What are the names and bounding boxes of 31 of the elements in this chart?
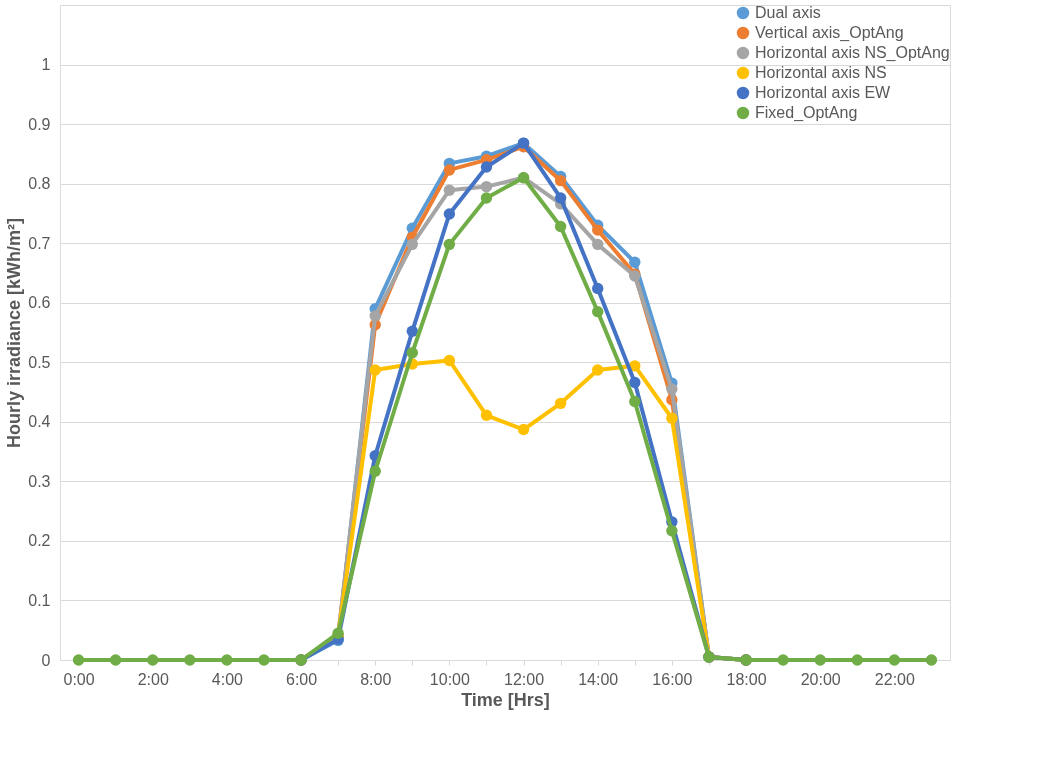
y-tick-label: 1 <box>41 56 51 74</box>
y-tick-label: 0.3 <box>28 472 51 490</box>
y-tick-label: 0.4 <box>28 413 51 431</box>
x-tick-label: 20:00 <box>800 670 841 688</box>
y-tick-label: 0.1 <box>28 591 51 609</box>
x-tick-label: 22:00 <box>874 670 915 688</box>
y-tick-label: 0.8 <box>28 175 51 193</box>
y-tick-label: 0.6 <box>28 294 51 312</box>
legend-label: Dual axis <box>755 4 821 21</box>
x-tick-label: 12:00 <box>504 670 545 688</box>
y-tick-label: 0.2 <box>28 532 51 550</box>
x-tick-label: 10:00 <box>429 670 470 688</box>
x-tick-label: 8:00 <box>360 670 392 688</box>
x-tick-label: 4:00 <box>211 670 244 688</box>
x-tick-label: 6:00 <box>285 670 318 688</box>
x-tick-label: 18:00 <box>726 670 767 688</box>
y-tick-label: 0.9 <box>28 115 51 133</box>
x-tick-label: 0:00 <box>63 670 95 688</box>
x-tick-label: 2:00 <box>137 670 169 688</box>
y-axis-title: Hourly irradiance [kWh/m²] <box>4 217 25 449</box>
legend-label: Horizontal axis NS_OptAng <box>755 44 950 62</box>
legend-label: Horizontal axis EW <box>755 84 892 101</box>
legend-label: Horizontal axis NS <box>755 64 887 81</box>
legend-label: Vertical axis_OptAng <box>755 24 904 42</box>
x-tick-label: 14:00 <box>578 670 619 688</box>
x-axis-title: Time [Hrs] <box>461 689 550 710</box>
x-tick-label: 16:00 <box>652 670 693 688</box>
y-tick-label: 0.5 <box>28 353 51 371</box>
y-tick-label: 0 <box>41 651 51 669</box>
legend-label: Fixed_OptAng <box>755 104 858 122</box>
y-tick-label: 0.7 <box>28 234 51 252</box>
